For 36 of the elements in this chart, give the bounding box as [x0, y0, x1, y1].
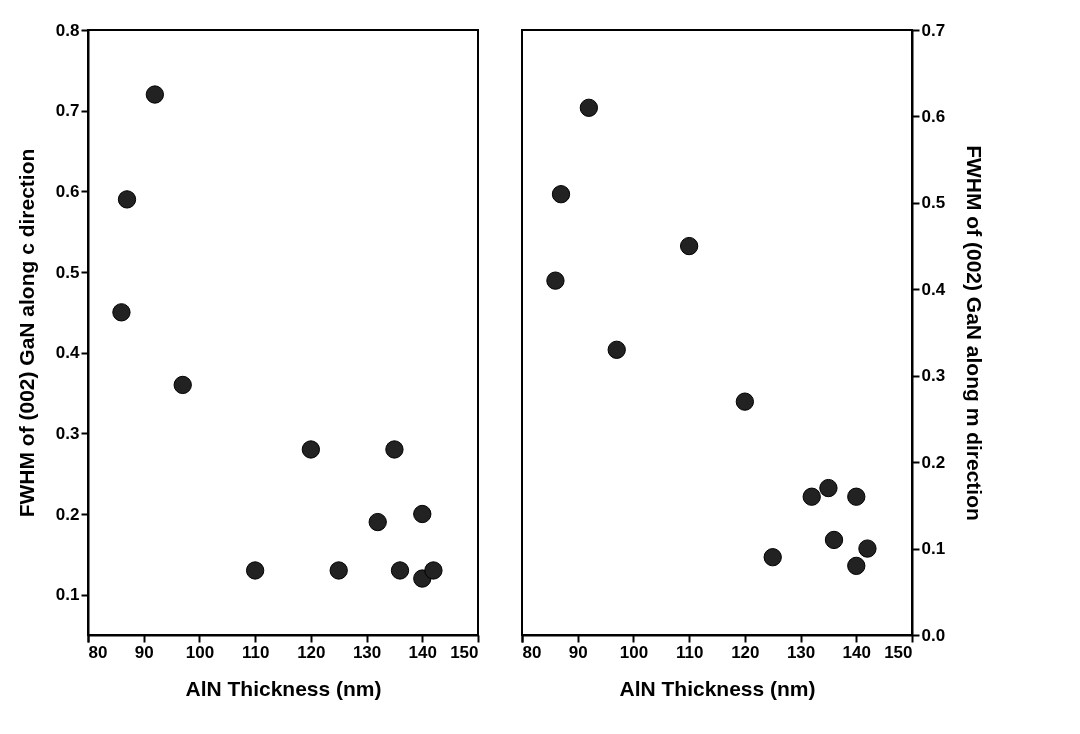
y2-axis-title: FWHM of (002) GaN along m direction	[963, 145, 987, 521]
y2-tick-label: 0.6	[921, 106, 946, 126]
y-axis-title: FWHM of (002) GaN along c direction	[14, 148, 38, 518]
y-tick-label: 0.2	[55, 504, 80, 524]
y-tick-label: 0.7	[55, 101, 80, 121]
x-tick-label: 150	[450, 642, 479, 662]
x-tick-label: 140	[842, 642, 871, 662]
x-tick-label: 150	[884, 642, 913, 662]
x-tick-label: 80	[522, 642, 542, 662]
y-tick-label: 0.3	[55, 423, 80, 443]
y-tick-label: 0.4	[55, 343, 81, 363]
y2-tick-label: 0.3	[921, 366, 946, 386]
x-tick-label: 120	[297, 642, 326, 662]
y-tick-label: 0.6	[55, 181, 80, 201]
x-tick-label: 140	[408, 642, 437, 662]
x-tick-label: 100	[619, 642, 649, 662]
y-tick-label: 0.8	[55, 20, 80, 40]
x-tick-label: 110	[241, 642, 270, 662]
x-tick-label: 90	[134, 642, 154, 662]
y-tick-label: 0.5	[55, 262, 80, 282]
x-axis-title: AlN Thickness (nm)	[619, 676, 816, 700]
x-axis-title: AlN Thickness (nm)	[185, 676, 382, 700]
x-tick-label: 80	[88, 642, 108, 662]
x-tick-label: 120	[731, 642, 760, 662]
y2-tick-label: 0.7	[921, 20, 946, 40]
y2-tick-label: 0.4	[921, 279, 946, 299]
x-tick-label: 90	[568, 642, 588, 662]
y2-tick-label: 0.2	[921, 452, 946, 472]
y2-tick-label: 0.0	[921, 625, 946, 645]
x-tick-label: 110	[675, 642, 704, 662]
x-tick-label: 130	[786, 642, 816, 662]
x-tick-label: 100	[185, 642, 215, 662]
y2-tick-label: 0.1	[921, 539, 946, 559]
x-tick-label: 130	[352, 642, 382, 662]
y-tick-label: 0.1	[55, 585, 80, 605]
y2-tick-label: 0.5	[921, 193, 946, 213]
